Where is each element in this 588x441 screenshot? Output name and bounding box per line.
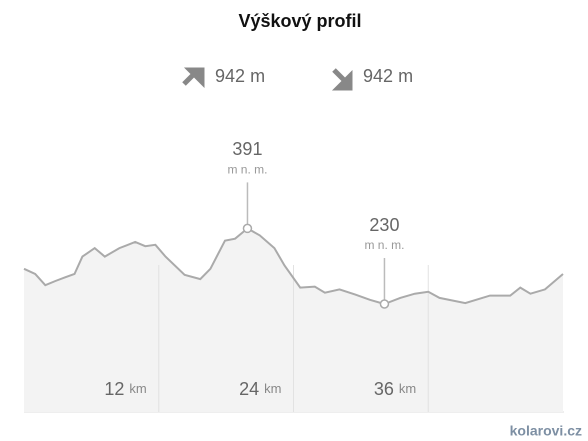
- ascent-value: 942: [215, 66, 245, 86]
- chart-title: Výškový profil: [238, 11, 361, 31]
- x-tick-value: 24: [239, 379, 259, 399]
- annotation-unit: m n. m.: [364, 238, 404, 252]
- x-tick-unit: km: [399, 381, 416, 396]
- ascent-stat: 942 m: [215, 66, 265, 86]
- annotation-point: [379, 299, 390, 309]
- x-tick-value: 36: [374, 379, 394, 399]
- ascent-icon: [182, 67, 205, 89]
- watermark: kolarovi.cz: [510, 423, 582, 439]
- x-tick-unit: km: [129, 381, 146, 396]
- annotation-value: 230: [369, 215, 399, 235]
- x-tick-value: 12: [104, 379, 124, 399]
- annotation-unit: m n. m.: [227, 163, 267, 177]
- descent-value: 942: [363, 66, 393, 86]
- descent-stat: 942 m: [363, 66, 413, 86]
- x-tick-label: 12 km: [104, 379, 146, 399]
- ascent-unit: m: [250, 66, 265, 86]
- x-tick-unit: km: [264, 381, 281, 396]
- descent-unit: m: [398, 66, 413, 86]
- annotation-point: [242, 223, 253, 234]
- x-tick-label: 36 km: [374, 379, 416, 399]
- annotation-value: 391: [232, 139, 262, 159]
- x-tick-label: 24 km: [239, 379, 281, 399]
- elevation-line: [23, 227, 564, 306]
- descent-icon: [331, 68, 353, 91]
